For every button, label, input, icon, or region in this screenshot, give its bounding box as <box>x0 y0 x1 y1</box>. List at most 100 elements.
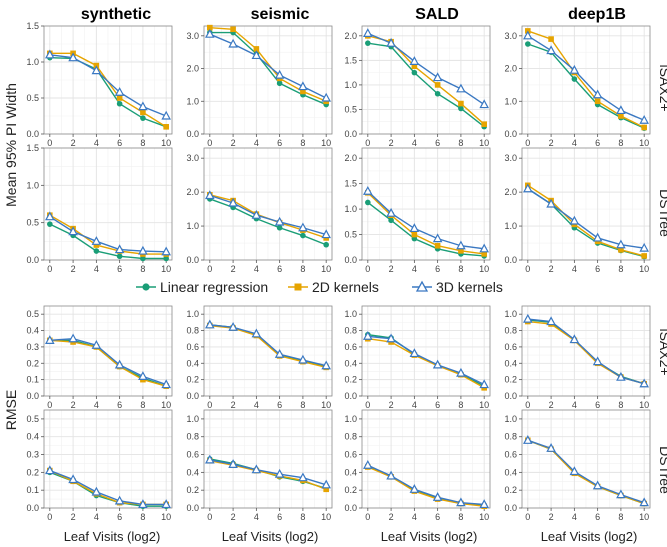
point-3d-kernels <box>298 354 308 364</box>
panel-r1-c3: 0.0 1.0 2.0 3.0 0 2 4 6 8 10 <box>504 147 651 274</box>
y-tick-label: 0.5 <box>344 104 357 114</box>
point-2d-kernels <box>300 88 306 95</box>
x-tick-label: 8 <box>300 138 305 148</box>
point-2d-kernels <box>411 63 418 70</box>
row-label-isax2-top: iSAX2+ <box>657 64 667 111</box>
column-title-sald: SALD <box>415 6 459 23</box>
y-tick-label: 1.0 <box>186 414 199 424</box>
y-tick-label: 0.0 <box>504 391 517 401</box>
series-kernel3d <box>363 459 489 509</box>
point-3d-kernels <box>592 232 603 242</box>
y-tick-label: 0.0 <box>344 129 357 139</box>
y-tick-label: 0.6 <box>504 450 517 460</box>
panel-r2-c0: 0.0 0.1 0.2 0.3 0.4 0.5 0 2 4 6 8 10 <box>26 305 173 410</box>
x-tick-label: 4 <box>94 400 99 410</box>
y-tick-label: 1.0 <box>504 96 517 106</box>
point-3d-kernels <box>409 348 420 358</box>
x-tick-label: 2 <box>231 512 236 522</box>
panels: 0.00.51.01.50 2 4 6 8 100.01.02.03.00 2 4 6 8 100.… <box>26 21 651 522</box>
series-line-kernel2d <box>367 192 485 255</box>
point-3d-kernels <box>456 367 466 377</box>
series-line-kernel3d <box>527 439 645 504</box>
x-tick-label: 10 <box>161 512 171 522</box>
panel-border <box>203 305 333 397</box>
legend-circle-icon <box>142 283 150 291</box>
point-3d-kernels <box>68 226 78 236</box>
x-tick-label: 6 <box>117 138 122 148</box>
point-2d-kernels <box>434 242 441 249</box>
xlabel-col-2: Leaf Visits (log2) <box>222 529 319 544</box>
point-3d-kernels <box>456 83 466 93</box>
x-tick-label: 6 <box>435 400 440 410</box>
series-line-kernel3d <box>209 459 327 486</box>
point-3d-kernels <box>138 101 148 111</box>
x-tick-label: 4 <box>94 138 99 148</box>
point-3d-kernels <box>274 349 285 358</box>
point-3d-kernels <box>161 110 171 120</box>
y-tick-label: 1.0 <box>344 80 357 90</box>
series-kernel3d <box>363 331 489 389</box>
point-2d-kernels <box>641 253 647 259</box>
y-tick-label: 0.0 <box>26 255 39 265</box>
point-3d-kernels <box>363 28 373 37</box>
x-tick-label: 6 <box>595 512 600 522</box>
point-linear <box>163 255 169 262</box>
point-2d-kernels <box>163 124 169 130</box>
point-3d-kernels <box>409 223 420 233</box>
y-tick-label: 0.4 <box>504 467 517 477</box>
y-tick-label: 0.6 <box>344 342 357 352</box>
series-kernel3d <box>45 333 171 389</box>
x-tick-label: 2 <box>231 400 236 410</box>
point-3d-kernels <box>228 38 238 48</box>
point-3d-kernels <box>479 243 489 253</box>
point-3d-kernels <box>91 486 102 496</box>
panel-r0-c0: 0.0 0.5 1.0 1.5 0 2 4 6 8 10 <box>26 21 173 148</box>
point-3d-kernels <box>363 459 373 469</box>
series-line-kernel3d <box>49 469 167 506</box>
y-tick-label: 0.8 <box>344 432 357 442</box>
point-linear <box>571 76 578 82</box>
x-axis-titles: Leaf Visits (log2) Leaf Visits (log2) Le… <box>64 529 638 544</box>
y-tick-label: 2.0 <box>186 64 199 74</box>
point-linear <box>434 90 441 97</box>
y-tick-label: 1.5 <box>26 21 39 31</box>
point-3d-kernels <box>546 45 556 55</box>
y-tick-label: 0.5 <box>344 230 357 240</box>
x-tick-label: 10 <box>321 138 331 148</box>
x-tick-label: 10 <box>321 512 331 522</box>
point-3d-kernels <box>138 245 148 255</box>
point-3d-kernels <box>321 229 331 239</box>
point-3d-kernels <box>114 359 125 369</box>
series-kernel3d <box>363 28 489 109</box>
point-3d-kernels <box>386 470 396 480</box>
y-tick-label: 1.0 <box>186 309 199 319</box>
x-tick-label: 8 <box>140 512 145 522</box>
point-2d-kernels <box>116 95 123 101</box>
point-3d-kernels <box>639 497 649 507</box>
column-titles: synthetic seismic SALD deep1B <box>81 6 626 23</box>
point-3d-kernels <box>639 114 649 124</box>
y-tick-label: 0.4 <box>26 326 39 336</box>
point-3d-kernels <box>228 322 238 331</box>
panel-border <box>43 305 173 397</box>
y-tick-label: 0.5 <box>26 218 39 228</box>
y-tick-label: 0.2 <box>344 485 357 495</box>
panel-border <box>203 25 333 135</box>
series-kernel3d <box>45 211 171 256</box>
xlabel-col-4: Leaf Visits (log2) <box>541 529 638 544</box>
panel-border <box>521 409 651 509</box>
y-tick-label: 3.0 <box>504 31 517 41</box>
y-tick-label: 1.0 <box>504 414 517 424</box>
x-tick-label: 6 <box>595 400 600 410</box>
y-tick-label: 0.0 <box>186 391 199 401</box>
x-tick-label: 10 <box>161 264 171 274</box>
x-tick-label: 10 <box>479 400 489 410</box>
x-tick-label: 4 <box>412 138 417 148</box>
x-tick-label: 2 <box>231 138 236 148</box>
y-tick-label: 1.5 <box>344 179 357 189</box>
point-3d-kernels <box>569 334 580 344</box>
point-3d-kernels <box>592 480 603 490</box>
point-3d-kernels <box>432 492 443 501</box>
column-title-seismic: seismic <box>251 6 310 23</box>
y-tick-label: 0.5 <box>26 309 39 319</box>
